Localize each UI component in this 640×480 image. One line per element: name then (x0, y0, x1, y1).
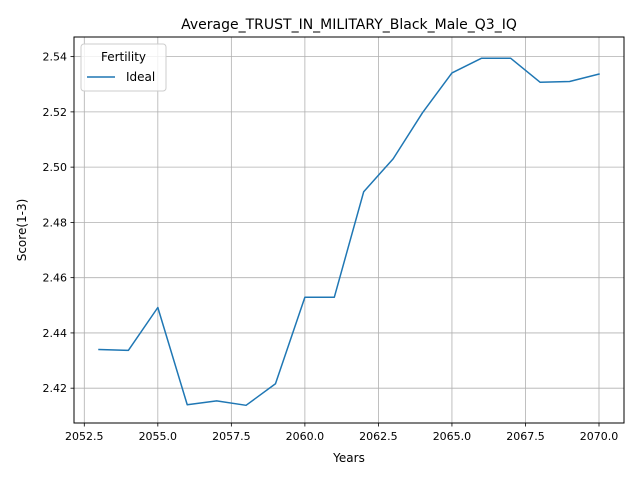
legend: Fertility Ideal (80, 43, 167, 92)
y-tick-label: 2.48 (43, 216, 68, 229)
y-tick-label: 2.52 (43, 106, 68, 119)
grid (74, 37, 624, 423)
x-tick-label: 2070.0 (580, 430, 619, 443)
series-layer (98, 57, 600, 407)
x-tick-label: 2062.5 (359, 430, 398, 443)
y-axis: 2.42 2.44 2.46 2.48 2.50 2.52 2.54 (43, 51, 74, 395)
legend-box (80, 43, 167, 92)
x-tick-label: 2057.5 (212, 430, 251, 443)
y-tick-label: 2.44 (43, 327, 68, 340)
x-axis-label: Years (332, 451, 365, 465)
y-axis-label: Score(1-3) (15, 199, 29, 262)
x-tick-label: 2067.5 (506, 430, 545, 443)
x-axis: 2052.5 2055.0 2057.5 2060.0 2062.5 2065.0 2067… (65, 423, 618, 443)
y-tick-label: 2.42 (43, 382, 68, 395)
series-line-ideal (98, 57, 600, 407)
chart-title: Average_TRUST_IN_MILITARY_Black_Male_Q3_… (181, 17, 517, 33)
y-tick-label: 2.50 (43, 161, 68, 174)
legend-label-ideal: Ideal (126, 70, 155, 84)
x-tick-label: 2055.0 (139, 430, 178, 443)
x-tick-label: 2052.5 (65, 430, 104, 443)
x-tick-label: 2060.0 (286, 430, 325, 443)
y-tick-label: 2.46 (43, 272, 68, 285)
y-tick-label: 2.54 (43, 51, 68, 64)
plot-frame (73, 36, 625, 424)
x-tick-label: 2065.0 (433, 430, 472, 443)
legend-title: Fertility (101, 50, 146, 64)
